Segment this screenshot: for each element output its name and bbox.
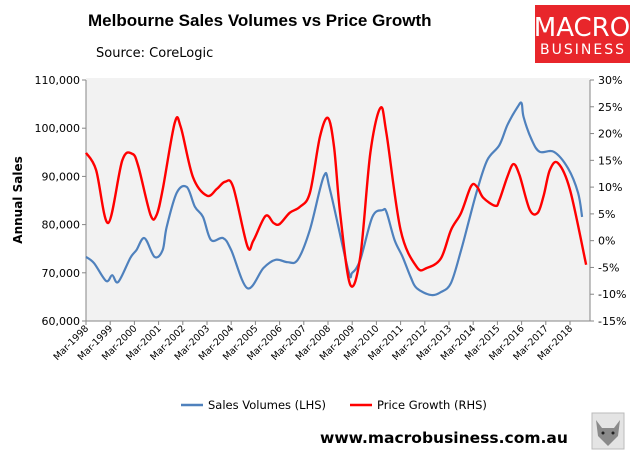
y-axis-label: Annual Sales bbox=[11, 156, 25, 243]
y-tick-label: 90,000 bbox=[42, 170, 81, 183]
y2-tick-label: -10% bbox=[598, 288, 626, 301]
legend: Sales Volumes (LHS) Price Growth (RHS) bbox=[181, 398, 487, 412]
y2-tick-label: 25% bbox=[598, 101, 622, 114]
y2-tick-label: 5% bbox=[598, 208, 615, 221]
wolf-icon bbox=[591, 412, 625, 450]
y-tick-label: 60,000 bbox=[42, 315, 81, 328]
y2-tick-label: 20% bbox=[598, 128, 622, 141]
y-tick-label: 110,000 bbox=[35, 74, 81, 87]
series-lines bbox=[84, 101, 588, 297]
price-growth-line bbox=[84, 105, 588, 288]
logo-line2: BUSINESS bbox=[540, 42, 626, 58]
legend-label-price: Price Growth (RHS) bbox=[377, 398, 487, 412]
macrobusiness-logo: MACRO BUSINESS bbox=[534, 5, 630, 63]
y2-tick-label: 10% bbox=[598, 181, 622, 194]
sales-volumes-line bbox=[85, 101, 584, 297]
y2-tick-label: 15% bbox=[598, 154, 622, 167]
y2-tick-label: -5% bbox=[598, 261, 619, 274]
y-tick-label: 70,000 bbox=[42, 267, 81, 280]
y-tick-label: 100,000 bbox=[35, 122, 81, 135]
logo-background bbox=[535, 5, 630, 63]
legend-label-sales: Sales Volumes (LHS) bbox=[208, 398, 326, 412]
website-url: www.macrobusiness.com.au bbox=[320, 429, 568, 447]
y2-tick-label: -15% bbox=[598, 315, 626, 328]
chart-title: Melbourne Sales Volumes vs Price Growth bbox=[88, 11, 432, 30]
y-tick-label: 80,000 bbox=[42, 219, 81, 232]
y2-tick-label: 0% bbox=[598, 235, 615, 248]
chart-source: Source: CoreLogic bbox=[96, 46, 213, 61]
y2-tick-label: 30% bbox=[598, 74, 622, 87]
logo-line1: MACRO bbox=[534, 13, 630, 43]
